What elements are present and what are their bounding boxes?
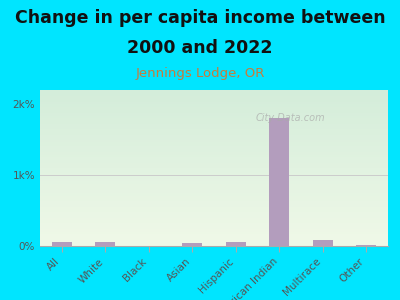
Bar: [96, 242, 115, 246]
Text: 2000 and 2022: 2000 and 2022: [127, 39, 273, 57]
Text: Jennings Lodge, OR: Jennings Lodge, OR: [135, 68, 265, 80]
Bar: [226, 242, 246, 246]
Text: City-Data.com: City-Data.com: [256, 113, 325, 123]
Bar: [270, 118, 289, 246]
Bar: [52, 242, 72, 246]
Bar: [182, 243, 202, 246]
Bar: [356, 244, 376, 246]
Text: Change in per capita income between: Change in per capita income between: [15, 9, 385, 27]
Bar: [313, 240, 332, 246]
